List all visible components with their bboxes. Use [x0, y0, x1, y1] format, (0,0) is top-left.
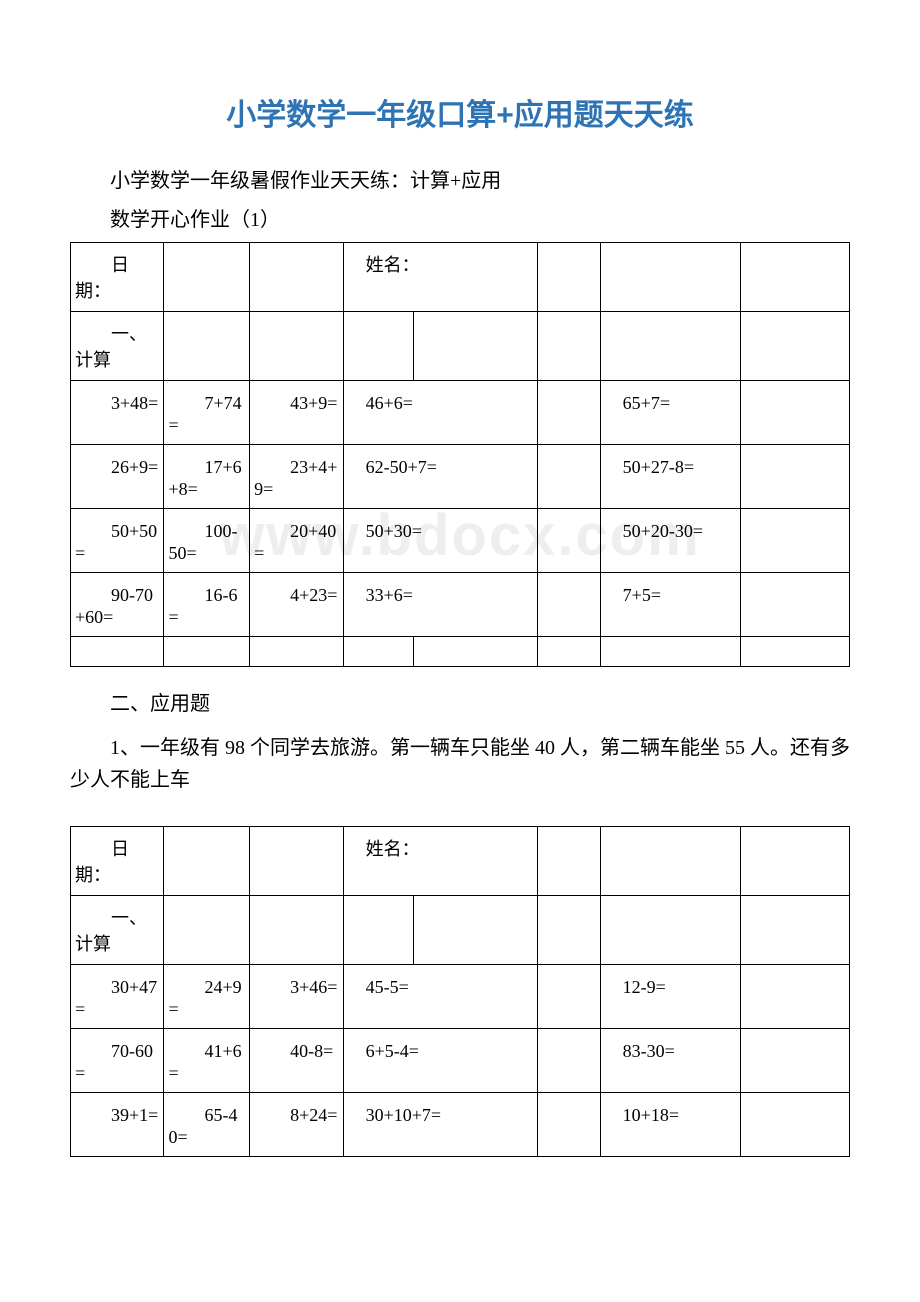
cell-blank [740, 1029, 849, 1093]
calc-cell: 7+5= [600, 573, 740, 637]
calc-cell: 30+10+7= [343, 1093, 538, 1157]
calc-cell: 46+6= [343, 381, 538, 445]
calc-cell: 39+1= [71, 1093, 164, 1157]
cell-blank [600, 637, 740, 667]
cell-blank [71, 637, 164, 667]
calc-cell: 3+48= [71, 381, 164, 445]
calc-cell: 17+6+8= [164, 445, 250, 509]
cell-blank [538, 965, 600, 1029]
cell-blank [600, 312, 740, 381]
cell-blank [164, 827, 250, 896]
section-application: 二、应用题 [70, 687, 850, 716]
cell-blank [538, 509, 600, 573]
cell-blank [164, 896, 250, 965]
calc-cell: 50+20-30= [600, 509, 740, 573]
cell-blank [343, 896, 413, 965]
cell-blank [538, 573, 600, 637]
intro-line-1: 小学数学一年级暑假作业天天练：计算+应用 [70, 164, 850, 193]
cell-blank [740, 243, 849, 312]
calc-cell: 65+7= [600, 381, 740, 445]
intro-line-2: 数学开心作业（1） [70, 203, 850, 232]
cell-blank [740, 573, 849, 637]
cell-blank [600, 896, 740, 965]
calc-cell: 100-50= [164, 509, 250, 573]
cell-blank [164, 637, 250, 667]
cell-blank [538, 896, 600, 965]
calc-cell: 43+9= [250, 381, 343, 445]
cell-blank [343, 312, 413, 381]
cell-blank [164, 312, 250, 381]
calc-cell: 30+47= [71, 965, 164, 1029]
date-label: 日期： [71, 243, 164, 312]
worksheet-table-2: 日期： 姓名： 一、计算 30+47= 24+9= 3+46= 45-5= [70, 826, 850, 1157]
cell-blank [740, 896, 849, 965]
cell-blank [250, 312, 343, 381]
cell-blank [250, 243, 343, 312]
calc-cell: 45-5= [343, 965, 538, 1029]
cell-blank [538, 243, 600, 312]
cell-blank [538, 637, 600, 667]
cell-blank [538, 1029, 600, 1093]
name-label: 姓名： [343, 827, 538, 896]
cell-blank [740, 827, 849, 896]
worksheet-table-1: 日期： 姓名： 一、计算 3+48= 7+74= [70, 242, 850, 667]
cell-blank [740, 509, 849, 573]
calc-cell: 62-50+7= [343, 445, 538, 509]
calc-cell: 70-60= [71, 1029, 164, 1093]
calc-cell: 10+18= [600, 1093, 740, 1157]
cell-blank [740, 312, 849, 381]
calc-cell: 4+23= [250, 573, 343, 637]
calc-cell: 23+4+9= [250, 445, 343, 509]
calc-cell: 24+9= [164, 965, 250, 1029]
cell-blank [740, 381, 849, 445]
cell-blank [413, 637, 538, 667]
calc-cell: 20+40= [250, 509, 343, 573]
cell-blank [600, 827, 740, 896]
calc-cell: 3+46= [250, 965, 343, 1029]
calc-cell: 8+24= [250, 1093, 343, 1157]
cell-blank [740, 637, 849, 667]
cell-blank [413, 896, 538, 965]
word-problem-1: 1、一年级有 98 个同学去旅游。第一辆车只能坐 40 人，第二辆车能坐 55 … [70, 732, 850, 796]
calc-cell: 83-30= [600, 1029, 740, 1093]
calc-cell: 90-70+60= [71, 573, 164, 637]
calc-cell: 65-40= [164, 1093, 250, 1157]
cell-blank [538, 827, 600, 896]
calc-cell: 50+27-8= [600, 445, 740, 509]
calc-cell: 33+6= [343, 573, 538, 637]
cell-blank [600, 243, 740, 312]
page-title: 小学数学一年级口算+应用题天天练 [70, 90, 850, 134]
calc-cell: 7+74= [164, 381, 250, 445]
cell-blank [250, 896, 343, 965]
cell-blank [740, 1093, 849, 1157]
cell-blank [538, 445, 600, 509]
calc-cell: 12-9= [600, 965, 740, 1029]
cell-blank [343, 637, 413, 667]
cell-blank [538, 1093, 600, 1157]
calc-cell: 26+9= [71, 445, 164, 509]
calc-cell: 41+6= [164, 1029, 250, 1093]
cell-blank [164, 243, 250, 312]
section-calc: 一、计算 [71, 312, 164, 381]
calc-cell: 6+5-4= [343, 1029, 538, 1093]
cell-blank [538, 312, 600, 381]
cell-blank [538, 381, 600, 445]
name-label: 姓名： [343, 243, 538, 312]
calc-cell: 40-8= [250, 1029, 343, 1093]
cell-blank [250, 827, 343, 896]
calc-cell: 16-6= [164, 573, 250, 637]
cell-blank [250, 637, 343, 667]
cell-blank [740, 445, 849, 509]
cell-blank [413, 312, 538, 381]
calc-cell: 50+30= [343, 509, 538, 573]
cell-blank [740, 965, 849, 1029]
section-calc: 一、计算 [71, 896, 164, 965]
date-label: 日期： [71, 827, 164, 896]
calc-cell: 50+50 = [71, 509, 164, 573]
